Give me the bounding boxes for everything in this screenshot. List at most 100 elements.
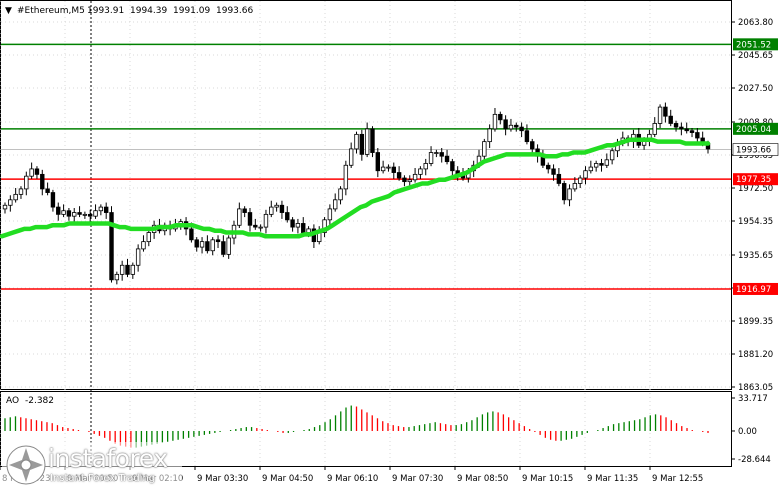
candle-body (402, 177, 407, 183)
candle-body (354, 133, 359, 150)
oscillator-tick-label: 33.717 (738, 394, 768, 404)
candle-body (556, 173, 562, 184)
candle-body (370, 128, 375, 153)
price-tick-label: 2045.65 (738, 51, 773, 61)
ao-oscillator-layer (4, 405, 709, 448)
price-tick-label: 1954.35 (738, 217, 773, 227)
candle-body (695, 132, 700, 139)
level-tag (733, 122, 778, 135)
instaforex-logo-icon (6, 445, 46, 485)
time-tick-label: 9 Mar 03:30 (197, 474, 248, 484)
moving-average-line (0, 137, 711, 239)
candle-body (482, 141, 487, 157)
oscillator-value: -2.382 (25, 396, 54, 406)
price-panel-frame (0, 0, 732, 390)
candle-body (205, 241, 210, 252)
oscillator-name: AO (6, 396, 19, 406)
candle-body (189, 228, 194, 241)
candle-body (263, 213, 269, 228)
oscillator-header: AO -2.382 (6, 396, 54, 406)
price-tick-label: 2027.50 (738, 84, 773, 94)
candle-body (56, 206, 61, 215)
candle-body (519, 126, 524, 132)
candle-body (141, 241, 146, 250)
level-tag-label: 1916.97 (736, 285, 771, 295)
candle-body (18, 188, 24, 195)
candle-body (72, 212, 77, 217)
candle-body (258, 226, 263, 229)
candle-body (119, 264, 125, 275)
level-tag-label: 2051.52 (736, 40, 771, 50)
candle-body (215, 239, 221, 243)
price-tick-label: 1990.65 (738, 151, 773, 161)
candle-body (13, 193, 18, 201)
level-tag-label: 2005.04 (736, 125, 771, 135)
candle-body (82, 213, 88, 216)
price-tick-label: 1935.65 (738, 251, 773, 261)
candle-body (567, 188, 572, 201)
candle-body (663, 106, 668, 117)
candle-body (242, 208, 247, 213)
candle-body (77, 212, 82, 215)
candle-body (487, 128, 492, 143)
ohlc-low: 1991.09 (173, 6, 210, 16)
candle-body (551, 168, 556, 175)
candle-body (673, 123, 679, 128)
candle-body (530, 141, 535, 150)
current-price-tag (732, 143, 779, 156)
watermark-subtitle: Instant Forex Trading (50, 473, 156, 484)
time-tick-label: 9 Mar 06:10 (327, 474, 378, 484)
candle-body (285, 212, 290, 221)
candle-body (279, 204, 285, 213)
candle-body (380, 166, 386, 172)
candle-body (391, 166, 396, 173)
candle-body (290, 219, 295, 228)
candle-body (221, 241, 226, 255)
candle-body (130, 264, 136, 275)
level-layer (1, 43, 731, 290)
candle-body (306, 228, 311, 233)
time-tick-label: 9 Mar 12:55 (652, 474, 703, 484)
candle-body (66, 210, 72, 217)
level-tag (733, 38, 778, 51)
grid-layer (0, 0, 732, 467)
candle-body (577, 177, 583, 184)
candle-body (684, 128, 689, 132)
candle-body (332, 199, 338, 210)
time-tick-label: 9 Mar 10:15 (522, 474, 573, 484)
candle-body (609, 150, 615, 161)
candle-body (434, 152, 439, 154)
oscillator-tick-label: -28.644 (738, 455, 771, 465)
time-tick-label: 9 Mar 11:35 (587, 474, 638, 484)
candle-body (343, 164, 349, 190)
watermark: instaforex Instant Forex Trading (2, 442, 182, 487)
moving-average-layer (0, 137, 711, 239)
candle-body (604, 159, 610, 166)
price-tick-label: 1972.50 (738, 184, 773, 194)
candle-body (135, 248, 141, 266)
oscillator-tick-label: 0.00 (738, 427, 757, 437)
time-tick-label: 9 Mar 08:50 (457, 474, 508, 484)
price-tick-label: 2063.80 (738, 18, 773, 28)
ohlc-open: 1993.91 (87, 6, 124, 16)
candle-body (524, 130, 530, 143)
candle-body (412, 173, 418, 181)
candle-body (50, 192, 56, 208)
chart-menu-icon[interactable]: ▼ (5, 6, 12, 16)
chart-title: #Ethereum,M5 (17, 6, 85, 16)
candle-body (61, 210, 66, 215)
candle-body (88, 213, 93, 217)
price-tick-label: 1881.20 (738, 350, 773, 360)
candle-body (652, 123, 657, 135)
candle-body (386, 166, 391, 169)
candle-body (2, 204, 8, 210)
candle-body (194, 239, 199, 248)
candle-body (348, 148, 354, 166)
candle-body (588, 166, 594, 172)
candle-body (407, 179, 412, 183)
price-tick-label: 1863.05 (738, 383, 773, 393)
level-tag (733, 173, 778, 186)
candle-body (492, 113, 498, 130)
candle-body (599, 163, 604, 166)
